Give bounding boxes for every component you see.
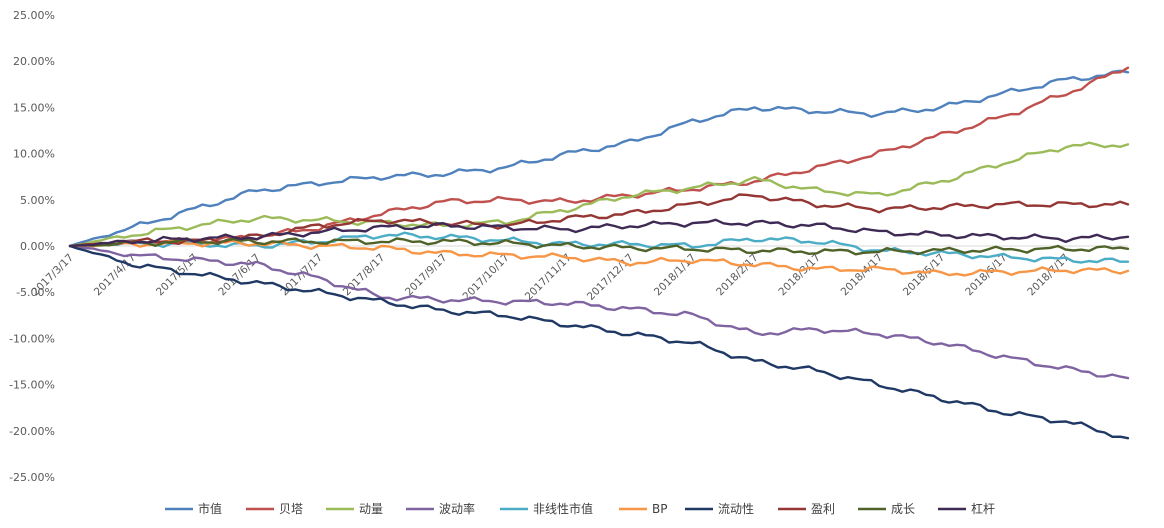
series-line-6 [68,244,1130,440]
series-line-5 [68,239,1130,277]
x-tick-label: 2017/9/17 [403,252,450,299]
x-tick-label: 2017/11/17 [523,252,574,303]
x-tick-label: 2017/8/17 [341,252,388,299]
y-tick-label: -25.00% [9,471,55,484]
series-lines [68,66,1130,440]
legend-label: 杠杆 [971,501,995,516]
x-tick-label: 2018/4/17 [839,252,886,299]
legend-label: 动量 [359,502,383,516]
y-tick-label: -10.00% [9,332,55,345]
legend-label: 盈利 [811,502,835,516]
y-tick-label: -20.00% [9,425,55,438]
legend-label: 流动性 [718,502,754,516]
series-line-9 [68,218,1130,248]
y-tick-label: 25.00% [13,9,55,22]
x-tick-label: 2018/5/17 [901,252,948,299]
y-tick-label: -15.00% [9,379,55,392]
x-tick-label: 2018/2/17 [714,252,761,299]
y-axis: 25.00% 20.00% 15.00% 10.00% 5.00% 0.00% -5.00%… [9,9,55,484]
legend-label: BP [652,502,667,516]
legend-label: 非线性市值 [533,501,593,516]
y-tick-label: 20.00% [13,55,55,68]
x-tick-label: 2017/6/17 [216,252,263,299]
y-tick-label: 10.00% [13,148,55,161]
x-axis: 2017/3/17 2017/4/17 2017/5/17 2017/6/17 2017… [30,252,1072,303]
y-tick-label: 5.00% [20,194,55,207]
series-line-2 [68,141,1130,248]
series-line-7 [68,193,1130,248]
x-tick-label: 2018/3/17 [776,252,823,299]
legend: 市值 贝塔 动量 波动率 非线性市值 BP 流动性 盈利 成长 杠杆 [165,501,995,516]
x-tick-label: 2017/10/17 [460,252,511,303]
y-tick-label: -5.00% [16,286,55,299]
legend-label: 贝塔 [279,502,303,516]
y-tick-label: 0.00% [20,240,55,253]
series-line-3 [68,244,1130,380]
series-line-0 [68,69,1130,248]
legend-label: 波动率 [439,501,475,516]
y-tick-label: 15.00% [13,101,55,114]
series-line-1 [68,66,1130,248]
legend-label: 市值 [198,501,222,516]
series-line-8 [68,237,1130,256]
legend-label: 成长 [891,502,915,516]
